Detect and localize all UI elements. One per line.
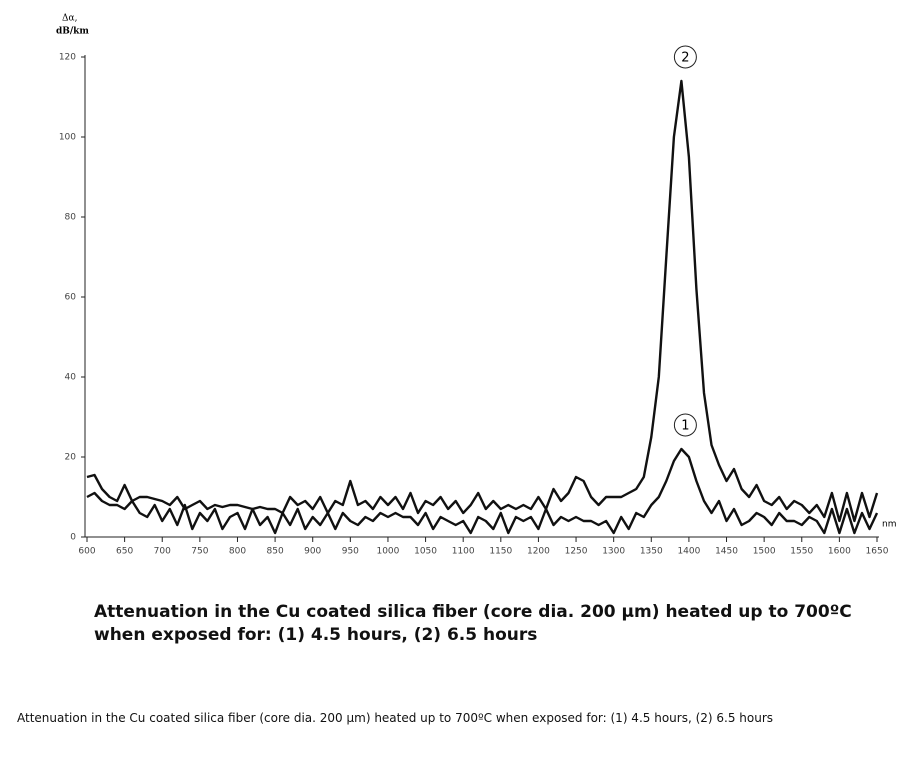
x-label: nm: [882, 520, 896, 530]
caption: when exposed for: (1) 4.5 hours, (2) 6.5…: [94, 625, 537, 645]
legend-label: 2: [681, 51, 689, 66]
y-label: dB/km: [56, 27, 89, 37]
x-tick-label: 1350: [640, 547, 663, 557]
x-tick-label: 1450: [715, 547, 738, 557]
y-tick-label: 20: [65, 453, 77, 463]
series-line: [86, 447, 879, 535]
legend-label: 1: [681, 419, 689, 434]
x-tick-label: 1300: [602, 547, 625, 557]
y-tick-label: 80: [65, 213, 77, 223]
x-tick-label: 1050: [414, 547, 437, 557]
y-tick-label: 100: [59, 133, 76, 143]
x-tick-label: 900: [304, 547, 321, 557]
x-tick-label: 650: [116, 547, 133, 557]
x-tick-label: 700: [154, 547, 171, 557]
x-tick-label: 600: [78, 547, 95, 557]
x-tick-label: 850: [267, 547, 284, 557]
x-tick-label: 1250: [565, 547, 588, 557]
series-line: [86, 79, 879, 523]
y-label: Δα,: [62, 14, 77, 24]
caption: Attenuation in the Cu coated silica fibe…: [94, 602, 852, 622]
y-tick-label: 60: [65, 293, 77, 303]
footnote: Attenuation in the Cu coated silica fibe…: [17, 711, 773, 725]
x-tick-label: 1550: [790, 547, 813, 557]
x-tick-label: 1200: [527, 547, 550, 557]
x-tick-label: 800: [229, 547, 246, 557]
x-tick-label: 1400: [677, 547, 700, 557]
x-tick-label: 1600: [828, 547, 851, 557]
x-tick-label: 1650: [866, 547, 889, 557]
x-tick-label: 1100: [452, 547, 475, 557]
series-label-circle: [673, 45, 697, 69]
x-tick-label: 1500: [753, 547, 776, 557]
x-tick-label: 1150: [489, 547, 512, 557]
x-tick-label: 950: [342, 547, 359, 557]
x-tick-label: 750: [191, 547, 208, 557]
y-tick-label: 120: [59, 53, 76, 63]
y-tick-label: 0: [70, 533, 76, 543]
x-tick-label: 1000: [376, 547, 399, 557]
series-label-circle: [673, 413, 697, 437]
y-tick-label: 40: [65, 373, 77, 383]
